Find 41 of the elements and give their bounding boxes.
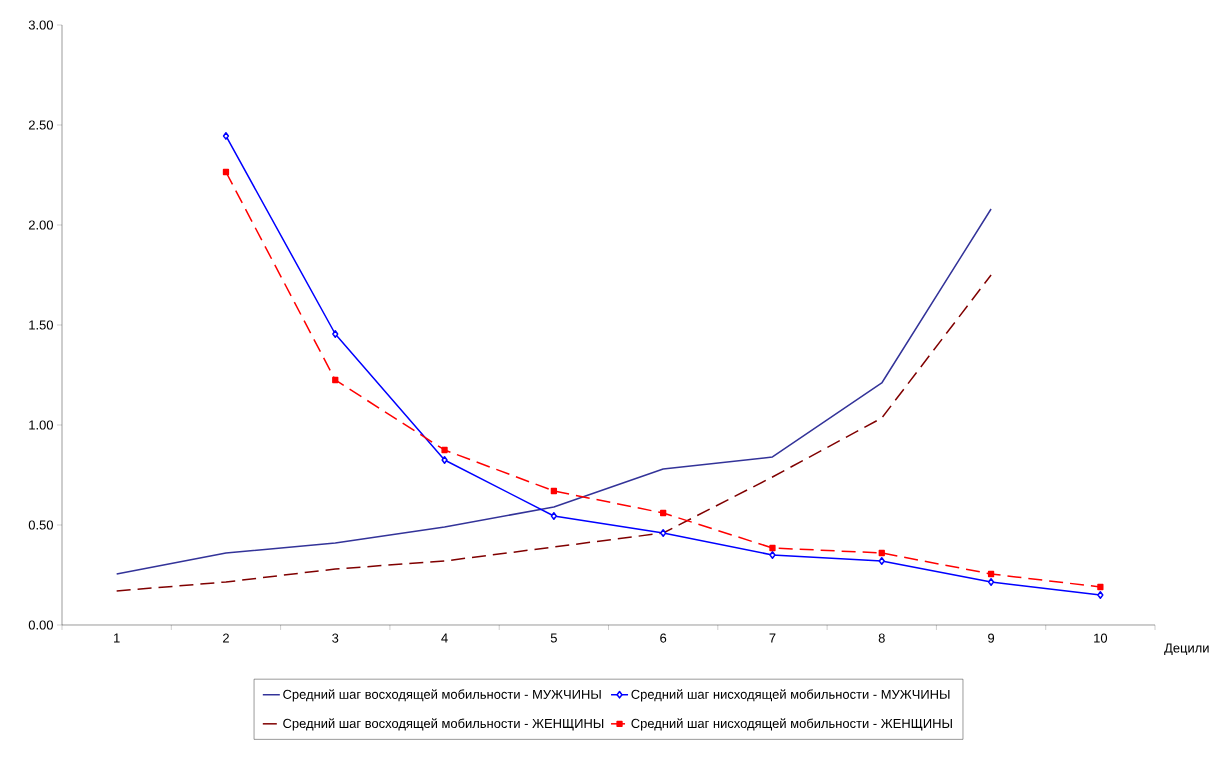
point: [660, 509, 667, 517]
x-tick-label: 8: [878, 633, 885, 643]
point: [1097, 583, 1104, 591]
legend-label: Средний шаг нисходящей мобильности - ЖЕНЩИНЫ: [631, 718, 952, 731]
point: [332, 376, 339, 384]
y-tick-label: 2.50: [28, 120, 53, 130]
x-tick-label: 5: [550, 633, 557, 643]
legend-label: Средний шаг восходящей мобильности - МУЖЧИНЫ: [283, 689, 601, 702]
point: [441, 446, 448, 454]
legend-label: Средний шаг восходящей мобильности - ЖЕНЩИНЫ: [283, 718, 604, 731]
x-tick-label: 4: [441, 633, 448, 643]
point: [769, 551, 776, 559]
point: [550, 512, 558, 520]
x-tick-label: 7: [769, 633, 776, 643]
point: [987, 578, 995, 586]
point: [222, 132, 230, 140]
line-series: [115, 208, 992, 575]
point: [1097, 591, 1104, 599]
legend-label: Средний шаг нисходящей мобильности - МУЖЧИНЫ: [631, 689, 950, 702]
y-tick-label: 0.00: [28, 620, 53, 630]
point: [332, 330, 339, 338]
point: [222, 168, 230, 176]
y-tick-label: 3.00: [28, 20, 53, 30]
x-axis-title: Децили: [1164, 643, 1209, 655]
x-tick-label: 10: [1094, 633, 1108, 643]
y-tick-label: 2.00: [28, 220, 53, 230]
y-tick-label: 1.00: [29, 420, 53, 430]
point: [660, 529, 667, 537]
point: [987, 570, 995, 578]
y-tick-label: 1.50: [29, 320, 53, 330]
x-tick-label: 2: [223, 633, 229, 643]
point: [550, 487, 558, 495]
x-tick-label: 1: [114, 633, 120, 643]
y-tick-label: 0.50: [28, 520, 53, 530]
x-tick-label: 3: [332, 633, 339, 643]
point: [769, 544, 776, 552]
point: [878, 557, 885, 565]
x-tick-label: 9: [988, 633, 995, 643]
x-tick-label: 6: [660, 633, 667, 643]
point: [441, 456, 448, 464]
point: [878, 549, 885, 557]
